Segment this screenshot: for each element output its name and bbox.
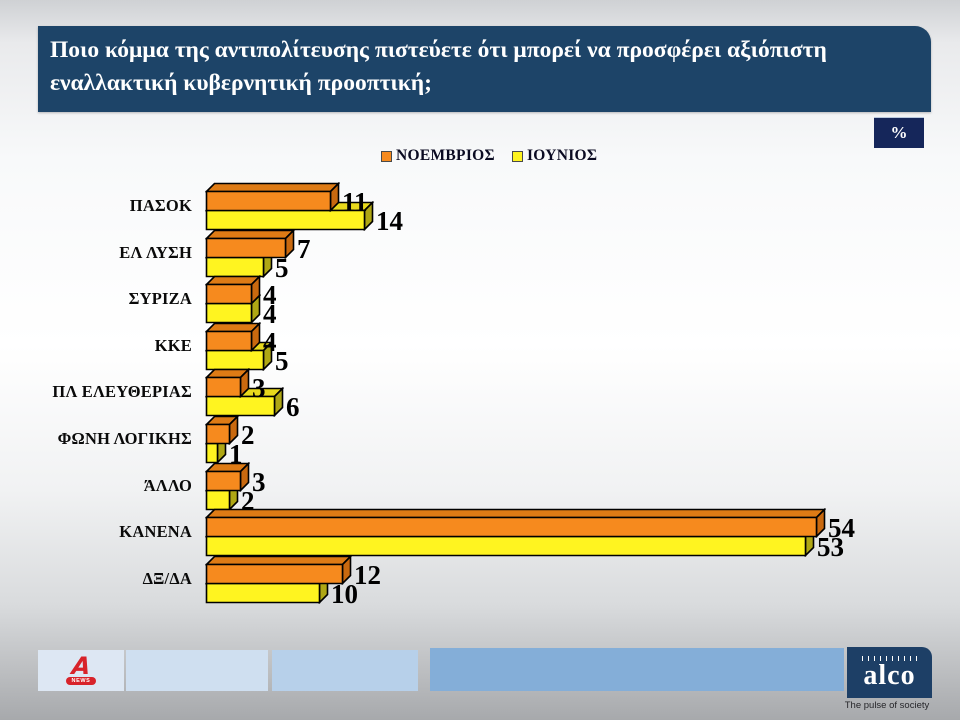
- bar-pair: 54 53: [205, 508, 931, 562]
- value-label: 3: [252, 373, 266, 403]
- value-label: 11: [342, 187, 368, 217]
- value-label: 2: [241, 420, 255, 450]
- value-label: 4: [263, 299, 277, 329]
- bar-νοεμβριος: 11: [205, 182, 368, 217]
- alco-ticks-icon: [861, 655, 918, 661]
- value-label: 4: [263, 327, 277, 357]
- value-label: 7: [297, 234, 311, 264]
- legend-item-1: ΙΟΥΝΙΟΣ: [511, 147, 598, 165]
- percent-badge: %: [874, 117, 924, 148]
- title-bar: Ποιο κόμμα της αντιπολίτευσης πιστεύετε …: [38, 26, 931, 112]
- category-label: ΔΞ/ΔΑ: [142, 568, 192, 588]
- value-label: 53: [817, 532, 844, 562]
- value-label: 2: [241, 486, 255, 516]
- bar-chart: ΠΑΣΟΚ 11 14 ΕΛ ΛΥΣΗ 7 5 ΣΥΡΙΖΑ 4 4 ΚΚΕ 4 5 ΠΛ ΕΛΕΥΘΕ…: [38, 182, 931, 612]
- value-label: 54: [828, 513, 855, 543]
- bar-pair: 12 10: [205, 555, 931, 609]
- bar-νοεμβριος: 12: [205, 555, 381, 590]
- category-label: ΚΚΕ: [154, 335, 192, 355]
- footer-box-4: [430, 648, 844, 691]
- value-label: 3: [252, 467, 266, 497]
- chart-group-6: ΆΛΛΟ 3 2: [38, 462, 931, 516]
- legend-swatch-icon: [381, 150, 392, 162]
- category-label: ΠΛ ΕΛΕΥΘΕΡΙΑΣ: [52, 381, 192, 401]
- chart-legend: ΝΟΕΜΒΡΙΟΣ ΙΟΥΝΙΟΣ: [381, 147, 597, 165]
- bar-νοεμβριος: 3: [205, 368, 266, 403]
- legend-label: ΙΟΥΝΙΟΣ: [526, 147, 598, 164]
- bar-νοεμβριος: 7: [205, 229, 311, 264]
- value-label: 6: [286, 392, 300, 422]
- bar-νοεμβριος: 4: [205, 322, 277, 357]
- category-label: ΆΛΛΟ: [143, 475, 192, 495]
- value-label: 10: [331, 579, 358, 609]
- value-label: 5: [275, 346, 289, 376]
- value-label: 5: [275, 253, 289, 283]
- category-label: ΠΑΣΟΚ: [129, 195, 192, 215]
- value-label: 1: [229, 439, 243, 469]
- legend-swatch-icon: [511, 150, 523, 162]
- bar-νοεμβριος: 3: [205, 462, 266, 497]
- alpha-news-label: NEWS: [65, 677, 97, 685]
- category-label: ΦΩΝΗ ΛΟΓΙΚΗΣ: [57, 428, 192, 448]
- title-line-2: εναλλακτική κυβερνητική προοπτική;: [50, 70, 432, 97]
- footer-box-alpha: A NEWS: [38, 650, 124, 691]
- value-label: 4: [263, 280, 277, 310]
- legend-item-0: ΝΟΕΜΒΡΙΟΣ: [381, 147, 495, 165]
- alco-logo: alco: [847, 647, 932, 698]
- alco-logo-text: alco: [863, 659, 916, 691]
- category-label: ΕΛ ΛΥΣΗ: [119, 242, 192, 262]
- chart-group-3: ΚΚΕ 4 5: [38, 322, 931, 376]
- value-label: 14: [376, 206, 403, 236]
- chart-group-1: ΕΛ ΛΥΣΗ 7 5: [38, 229, 931, 283]
- chart-group-0: ΠΑΣΟΚ 11 14: [38, 182, 931, 236]
- title-line-1: Ποιο κόμμα της αντιπολίτευσης πιστεύετε …: [50, 37, 827, 63]
- legend-label: ΝΟΕΜΒΡΙΟΣ: [396, 147, 495, 164]
- chart-group-8: ΔΞ/ΔΑ 12 10: [38, 555, 931, 609]
- footer-box-3: [272, 650, 418, 691]
- bar-νοεμβριος: 4: [205, 275, 277, 310]
- footer-box-2: [126, 650, 268, 691]
- category-label: ΚΑΝΕΝΑ: [119, 521, 192, 541]
- bar-νοεμβριος: 2: [205, 415, 255, 450]
- chart-group-5: ΦΩΝΗ ΛΟΓΙΚΗΣ 2 1: [38, 415, 931, 469]
- bar-pair: 11 14: [205, 182, 931, 236]
- bar-νοεμβριος: 54: [205, 508, 855, 543]
- chart-group-7: ΚΑΝΕΝΑ 54 53: [38, 508, 931, 562]
- category-label: ΣΥΡΙΖΑ: [128, 288, 192, 308]
- alco-tagline: The pulse of society: [844, 700, 930, 711]
- chart-group-4: ΠΛ ΕΛΕΥΘΕΡΙΑΣ 3 6: [38, 368, 931, 422]
- alpha-news-logo-icon: A: [70, 652, 92, 680]
- chart-group-2: ΣΥΡΙΖΑ 4 4: [38, 275, 931, 329]
- value-label: 12: [354, 560, 381, 590]
